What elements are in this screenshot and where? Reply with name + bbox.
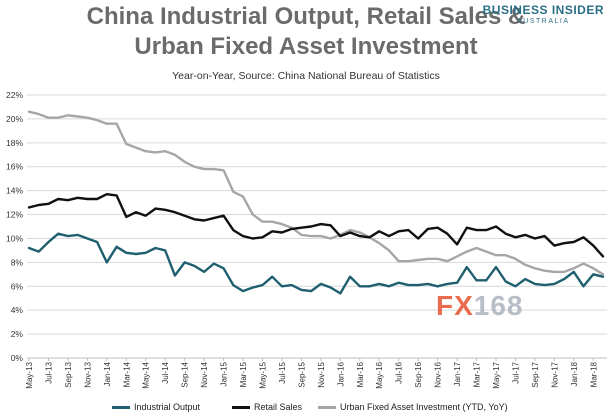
y-tick-label: 16% (6, 162, 23, 172)
series-line-retail-sales (27, 192, 605, 258)
x-tick-label: Sep-15 (297, 361, 306, 387)
legend-swatch-retail-sales (232, 406, 250, 410)
x-tick-label: Nov-16 (434, 361, 443, 387)
x-tick-label: Mar-14 (122, 361, 131, 387)
legend-item-urban-fai: Urban Fixed Asset Investment (YTD, YoY) (318, 402, 508, 412)
y-tick-label: 12% (6, 210, 23, 220)
y-tick-label: 20% (6, 114, 23, 124)
x-tick-label: Jan-14 (103, 361, 112, 386)
y-tick-label: 18% (6, 138, 23, 148)
y-tick-label: 2% (11, 329, 24, 339)
legend-swatch-urban-fai (318, 406, 336, 410)
x-tick-label: Nov-14 (200, 361, 209, 387)
x-tick-label: Jul-14 (161, 361, 170, 383)
legend-label-urban-fai: Urban Fixed Asset Investment (YTD, YoY) (340, 402, 508, 412)
x-tick-label: Sep-13 (64, 361, 73, 387)
y-tick-label: 0% (11, 353, 24, 363)
x-tick-label: Jul-13 (44, 361, 53, 383)
x-tick-label: Sep-17 (531, 361, 540, 387)
x-tick-label: Mar-16 (356, 361, 365, 387)
watermark-logo: FX168 (436, 290, 524, 322)
y-tick-label: 14% (6, 186, 23, 196)
x-tick-label: May-14 (142, 361, 151, 388)
x-tick-label: Mar-18 (589, 361, 598, 387)
x-tick-label: May-15 (258, 361, 267, 388)
legend-label-retail-sales: Retail Sales (254, 402, 303, 412)
y-tick-label: 10% (6, 233, 23, 243)
x-tick-label: Jul-16 (395, 361, 404, 383)
chart-legend: Industrial Output Retail Sales Urban Fix… (0, 402, 612, 416)
x-tick-label: Jan-15 (220, 361, 229, 386)
x-tick-label: Jan-16 (336, 361, 345, 386)
series-line-industrial-output (27, 232, 605, 295)
y-tick-label: 4% (11, 305, 24, 315)
brand-region: AUSTRALIA (517, 18, 570, 25)
brand-logo: BUSINESS INSIDER AUSTRALIA (483, 4, 604, 26)
y-tick-label: 22% (6, 90, 23, 100)
y-tick-label: 6% (11, 281, 24, 291)
y-tick-label: 8% (11, 257, 24, 267)
line-chart: 0% 2% 4% 6% 8% 10% 12% 14% 16% 18% 20% 22% May-13 Jul… (6, 90, 607, 389)
x-tick-label: Sep-16 (414, 361, 423, 387)
x-tick-label: Mar-15 (239, 361, 248, 387)
x-tick-label: Sep-14 (181, 361, 190, 387)
legend-label-industrial-output: Industrial Output (134, 402, 201, 412)
x-tick-label: Jul-15 (278, 361, 287, 383)
series-line-urban-fai (27, 110, 605, 276)
legend-item-industrial-output: Industrial Output (112, 402, 200, 412)
x-tick-label: May-16 (375, 361, 384, 388)
watermark-fx: FX (436, 290, 474, 321)
legend-item-retail-sales: Retail Sales (232, 402, 302, 412)
x-tick-label: May-13 (25, 361, 34, 388)
x-tick-label: Nov-15 (317, 361, 326, 387)
chart-title-line-1: China Industrial Output, Retail Sales & (86, 3, 526, 30)
legend-swatch-industrial-output (112, 406, 130, 410)
x-tick-label: Mar-17 (473, 361, 482, 387)
x-tick-label: Jan-17 (453, 361, 462, 386)
x-tick-label: Jan-18 (570, 361, 579, 386)
chart-title-line-2: Urban Fixed Asset Investment (134, 33, 478, 60)
x-tick-label: May-17 (492, 361, 501, 388)
x-tick-label: Jul-17 (511, 361, 520, 383)
brand-name: BUSINESS INSIDER (482, 3, 604, 17)
chart-subtitle: Year-on-Year, Source: China National Bur… (172, 70, 440, 82)
x-tick-label: Nov-13 (83, 361, 92, 387)
x-tick-label: Nov-17 (550, 361, 559, 387)
watermark-number: 168 (473, 290, 524, 321)
